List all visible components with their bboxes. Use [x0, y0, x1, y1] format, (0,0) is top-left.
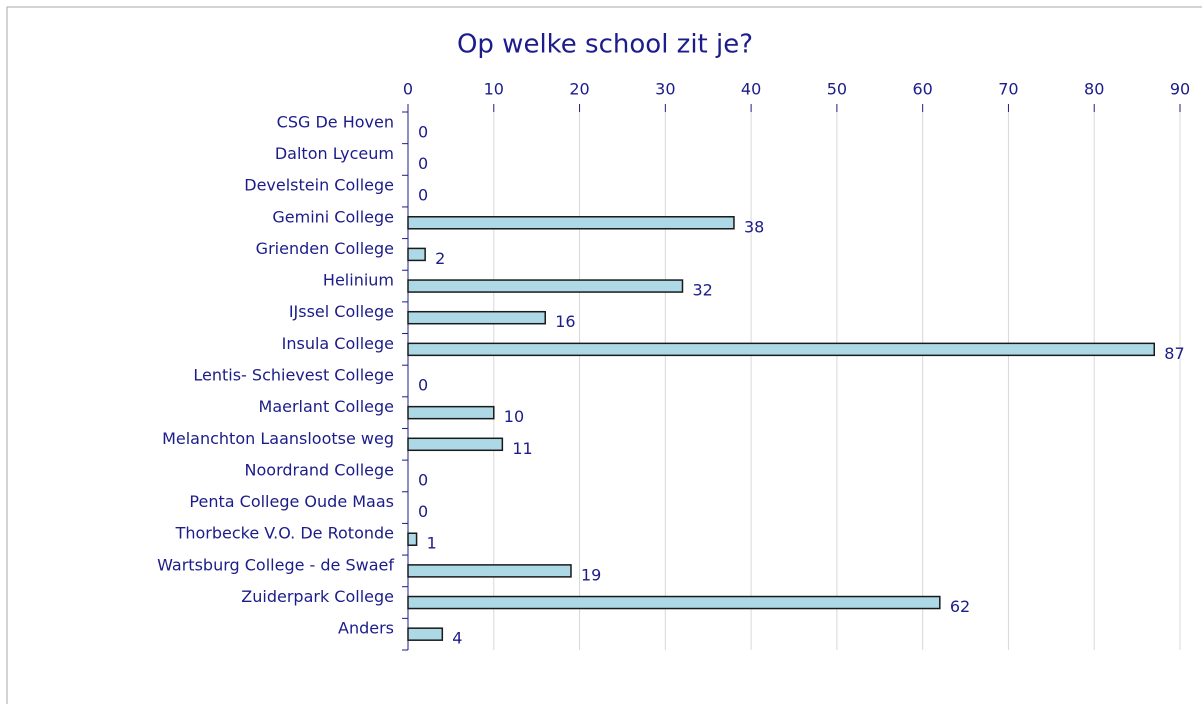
- chart-title: Op welke school zit je?: [457, 30, 753, 60]
- value-label: 0: [418, 470, 428, 489]
- value-label: 16: [555, 312, 575, 331]
- bar: [407, 310, 546, 325]
- y-tick-label: Anders: [338, 619, 394, 638]
- y-tick-label: Develstein College: [244, 176, 394, 195]
- y-tick-label: Noordrand College: [245, 460, 394, 479]
- value-label: 19: [581, 565, 601, 584]
- x-tick-label: 60: [912, 80, 932, 99]
- y-tick-label: Wartsburg College - de Swaef: [157, 555, 394, 574]
- y-tick-label: Melanchton Laanslootse weg: [162, 429, 394, 448]
- x-tick-label: 40: [741, 80, 761, 99]
- y-tick-label: Penta College Oude Maas: [189, 492, 394, 511]
- value-label: 0: [418, 186, 428, 205]
- y-tick-label: Thorbecke V.O. De Rotonde: [175, 524, 394, 543]
- y-tick-label: Gemini College: [272, 207, 394, 226]
- x-tick-label: 20: [569, 80, 589, 99]
- value-label: 11: [512, 439, 532, 458]
- bar: [407, 216, 735, 230]
- bar: [407, 279, 684, 293]
- y-tick-label: Lentis- Schievest College: [193, 366, 394, 385]
- y-tick-label: Dalton Lyceum: [275, 144, 394, 163]
- value-label: 0: [418, 502, 428, 521]
- bar: [407, 627, 444, 641]
- y-tick-label: CSG De Hoven: [277, 112, 394, 131]
- value-label: 4: [452, 629, 462, 648]
- value-label: 32: [692, 281, 712, 300]
- x-tick-label: 90: [1170, 80, 1190, 99]
- bar: [407, 532, 418, 546]
- frame: [6, 6, 1202, 704]
- y-tick-label: Grienden College: [256, 239, 394, 258]
- x-tick-label: 80: [1084, 80, 1104, 99]
- x-tick-label: 50: [827, 80, 847, 99]
- x-tick-label: 30: [655, 80, 675, 99]
- x-tick-label: 70: [998, 80, 1018, 99]
- value-label: 10: [504, 407, 524, 426]
- x-tick-label: 10: [484, 80, 504, 99]
- value-label: 2: [435, 249, 445, 268]
- bar: [407, 595, 941, 610]
- bar: [407, 342, 1156, 357]
- y-tick-label: Insula College: [282, 334, 394, 353]
- bar: [407, 247, 426, 262]
- value-label: 0: [418, 376, 428, 395]
- value-label: 38: [744, 217, 764, 236]
- y-tick-label: Maerlant College: [259, 397, 394, 416]
- bar: [407, 564, 572, 578]
- x-tick-label: 0: [403, 80, 413, 99]
- value-label: 0: [418, 154, 428, 173]
- y-tick-label: Helinium: [323, 271, 394, 290]
- bar: [407, 437, 504, 452]
- y-tick-label: Zuiderpark College: [241, 587, 394, 606]
- value-label: 1: [427, 534, 437, 553]
- value-label: 87: [1164, 344, 1184, 363]
- y-tick-label: IJssel College: [289, 302, 394, 321]
- value-label: 0: [418, 122, 428, 141]
- value-label: 62: [950, 597, 970, 616]
- bar: [407, 405, 495, 420]
